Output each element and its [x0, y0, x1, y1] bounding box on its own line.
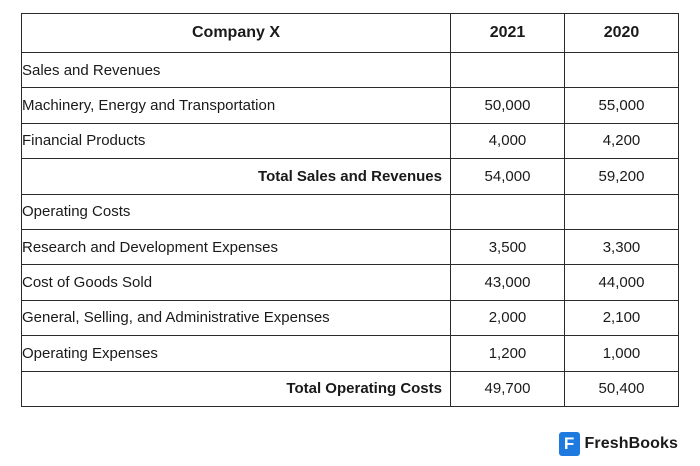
row-label: General, Selling, and Administrative Exp… [21, 299, 451, 337]
table-row: Sales and Revenues [21, 51, 679, 89]
row-label: Financial Products [21, 122, 451, 160]
row-value-2021 [450, 51, 565, 89]
row-value-2021: 54,000 [450, 158, 565, 195]
row-label: Machinery, Energy and Transportation [21, 87, 451, 124]
table-row: General, Selling, and Administrative Exp… [21, 299, 679, 337]
row-label: Cost of Goods Sold [21, 264, 451, 301]
financial-table: Company X 2021 2020 Sales and Revenues M… [21, 13, 679, 407]
row-value-2020: 2,100 [564, 299, 679, 337]
row-value-2020: 55,000 [564, 87, 679, 124]
row-label: Sales and Revenues [21, 51, 451, 89]
table-row: Cost of Goods Sold 43,000 44,000 [21, 264, 679, 301]
table-row: Operating Expenses 1,200 1,000 [21, 335, 679, 372]
table-row: Machinery, Energy and Transportation 50,… [21, 87, 679, 124]
table-row-total: Total Sales and Revenues 54,000 59,200 [21, 158, 679, 195]
row-value-2020: 1,000 [564, 335, 679, 372]
total-row-label: Total Sales and Revenues [21, 158, 451, 195]
row-value-2021: 43,000 [450, 264, 565, 301]
brand-name: FreshBooks [584, 435, 678, 452]
row-label: Operating Expenses [21, 335, 451, 372]
row-value-2021: 1,200 [450, 335, 565, 372]
table-row: Financial Products 4,000 4,200 [21, 122, 679, 160]
row-value-2020: 44,000 [564, 264, 679, 301]
row-label: Operating Costs [21, 193, 451, 230]
brand-logo: F FreshBooks [558, 432, 678, 456]
row-value-2021: 3,500 [450, 228, 565, 266]
table-header-row: Company X 2021 2020 [21, 13, 679, 53]
row-label: Research and Development Expenses [21, 228, 451, 266]
row-value-2021: 50,000 [450, 87, 565, 124]
row-value-2020: 3,300 [564, 228, 679, 266]
row-value-2020: 59,200 [564, 158, 679, 195]
total-row-label: Total Operating Costs [21, 370, 451, 407]
table-row: Research and Development Expenses 3,500 … [21, 228, 679, 266]
freshbooks-logo-icon: F [558, 432, 580, 456]
header-year-2020: 2020 [564, 13, 679, 53]
row-value-2021: 4,000 [450, 122, 565, 160]
table-row-total: Total Operating Costs 49,700 50,400 [21, 370, 679, 407]
row-value-2020 [564, 51, 679, 89]
table-row: Operating Costs [21, 193, 679, 230]
row-value-2020: 50,400 [564, 370, 679, 407]
row-value-2021: 2,000 [450, 299, 565, 337]
row-value-2021 [450, 193, 565, 230]
row-value-2020 [564, 193, 679, 230]
row-value-2020: 4,200 [564, 122, 679, 160]
header-company: Company X [21, 13, 451, 53]
header-year-2021: 2021 [450, 13, 565, 53]
row-value-2021: 49,700 [450, 370, 565, 407]
